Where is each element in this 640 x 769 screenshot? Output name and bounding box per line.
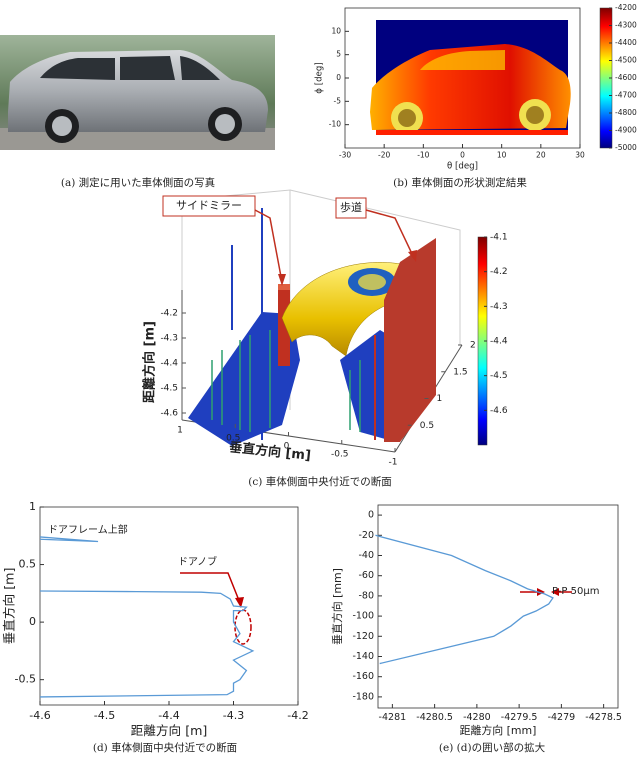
y-tick-label: -40: [358, 550, 374, 561]
x-tick-label: -30: [339, 151, 351, 160]
y-tick-label: 5: [336, 50, 341, 59]
caption: (c) 車体側面中央付近での断面: [248, 475, 391, 488]
x-tick-label: -4279.5: [501, 712, 538, 723]
annotation: ドアノブ: [178, 555, 217, 568]
colorbar-tick-label: -4200: [615, 3, 637, 12]
y-tick-label: 10: [331, 26, 341, 35]
x-tick-label: 0: [460, 151, 465, 160]
x-tick-label: -4.6: [29, 709, 50, 722]
annotation: P-P 50μm: [552, 586, 599, 597]
x-tick-label: -4.2: [287, 709, 308, 722]
x-tick-label: -4.4: [158, 709, 179, 722]
surface-3d: [162, 189, 463, 453]
annotation: ドアフレーム上部: [48, 523, 128, 536]
y-tick-label: -100: [352, 611, 374, 622]
colorbar-tick-label: -4700: [615, 91, 637, 100]
x-axis-label: 垂直方向 [m]: [228, 439, 311, 463]
x-tick-label: -1: [389, 458, 398, 468]
x-tick-label: 0: [284, 442, 290, 452]
y-tick-label: -80: [358, 590, 374, 601]
z-tick-label: -4.5: [160, 384, 178, 394]
z-tick-label: -4.2: [160, 309, 178, 319]
colorbar-tick-label: -4600: [615, 73, 637, 82]
x-tick-label: -4278.5: [585, 712, 622, 723]
data-line: [375, 534, 554, 665]
colorbar-tick-label: -4.5: [490, 371, 508, 381]
z-tick-label: -4.6: [160, 409, 178, 419]
colorbar-tick-label: -4.4: [490, 337, 508, 347]
y-tick-label: 2: [470, 341, 476, 351]
colorbar-tick-label: -4.2: [490, 267, 508, 277]
y-tick-label: -5: [334, 96, 342, 105]
colorbar-tick-label: -4.6: [490, 406, 508, 416]
x-tick-label: -4.3: [223, 709, 244, 722]
y-tick-label: -0.5: [15, 673, 36, 686]
annotation: サイドミラー: [176, 199, 242, 212]
x-axis-label: 距離方向 [mm]: [460, 723, 537, 737]
x-tick-label: -10: [417, 151, 429, 160]
annotation-box: [162, 195, 256, 217]
colorbar-tick-label: -4900: [615, 126, 637, 135]
colorbar-tick-label: -4500: [615, 56, 637, 65]
plot-frame: [39, 506, 299, 706]
colorbar-tick-label: -4.1: [490, 233, 508, 243]
y-tick-label: -140: [352, 651, 374, 662]
y-tick-label: 0: [336, 73, 341, 82]
heatmap-image: [370, 20, 571, 135]
x-tick-label: -4279: [548, 712, 576, 723]
y-tick-label: 1: [29, 500, 36, 513]
colorbar-tick-label: -4300: [615, 21, 637, 30]
x-axis-label: θ [deg]: [447, 162, 478, 172]
y-tick-label: -120: [352, 631, 374, 642]
colorbar-tick-label: -5000: [615, 143, 637, 152]
x-tick-label: 0.5: [226, 434, 240, 444]
photo: [0, 35, 275, 150]
arrow: [180, 572, 241, 604]
y-tick-label: 0.5: [19, 558, 37, 571]
annotation: 歩道: [340, 200, 362, 214]
x-tick-label: -4280.5: [416, 712, 453, 723]
highlight-ellipse: [234, 609, 252, 645]
y-axis-label: ϕ [deg]: [315, 62, 325, 93]
y-tick-label: -20: [358, 530, 374, 541]
caption: (e) (d)の囲い部の拡大: [439, 741, 546, 754]
y-axis-label: 垂直方向 [m]: [2, 568, 17, 645]
y-tick-label: -10: [329, 120, 341, 129]
colorbar-tick-label: -4800: [615, 108, 637, 117]
y-tick-label: 0: [29, 615, 36, 628]
z-tick-label: -4.4: [160, 359, 178, 369]
caption: (a) 測定に用いた車体側面の写真: [61, 176, 215, 189]
x-tick-label: -0.5: [331, 450, 349, 460]
data-line: [39, 536, 255, 698]
annotation-box: [335, 197, 367, 219]
z-axis-label: 距離方向 [m]: [142, 321, 158, 403]
x-tick-label: -4.5: [94, 709, 115, 722]
x-tick-label: -4280: [463, 712, 491, 723]
x-tick-label: 30: [575, 151, 585, 160]
y-tick-label: 1.5: [453, 367, 467, 377]
x-tick-label: 10: [497, 151, 507, 160]
y-tick-label: -160: [352, 671, 374, 682]
z-tick-label: -4.3: [160, 334, 178, 344]
colorbar-tick-label: -4.3: [490, 302, 508, 312]
arrow-head: [551, 588, 559, 596]
arrow-head: [235, 597, 244, 608]
x-tick-label: -20: [378, 151, 390, 160]
y-tick-label: 0.5: [420, 421, 434, 431]
arrow-head: [537, 588, 545, 596]
x-tick-label: 20: [536, 151, 546, 160]
colorbar-tick-label: -4400: [615, 38, 637, 47]
x-axis-label: 距離方向 [m]: [131, 723, 208, 738]
y-tick-label: -180: [352, 691, 374, 702]
x-tick-label: -4281: [379, 712, 407, 723]
y-tick-label: -60: [358, 570, 374, 581]
y-tick-label: 0: [368, 510, 374, 521]
y-tick-label: 1: [437, 394, 443, 404]
caption: (b) 車体側面の形状測定結果: [393, 176, 527, 189]
plot-frame: [377, 504, 619, 709]
x-tick-label: 1: [177, 426, 183, 436]
caption: (d) 車体側面中央付近での断面: [93, 741, 237, 754]
y-axis-label: 垂直方向 [mm]: [330, 568, 344, 645]
